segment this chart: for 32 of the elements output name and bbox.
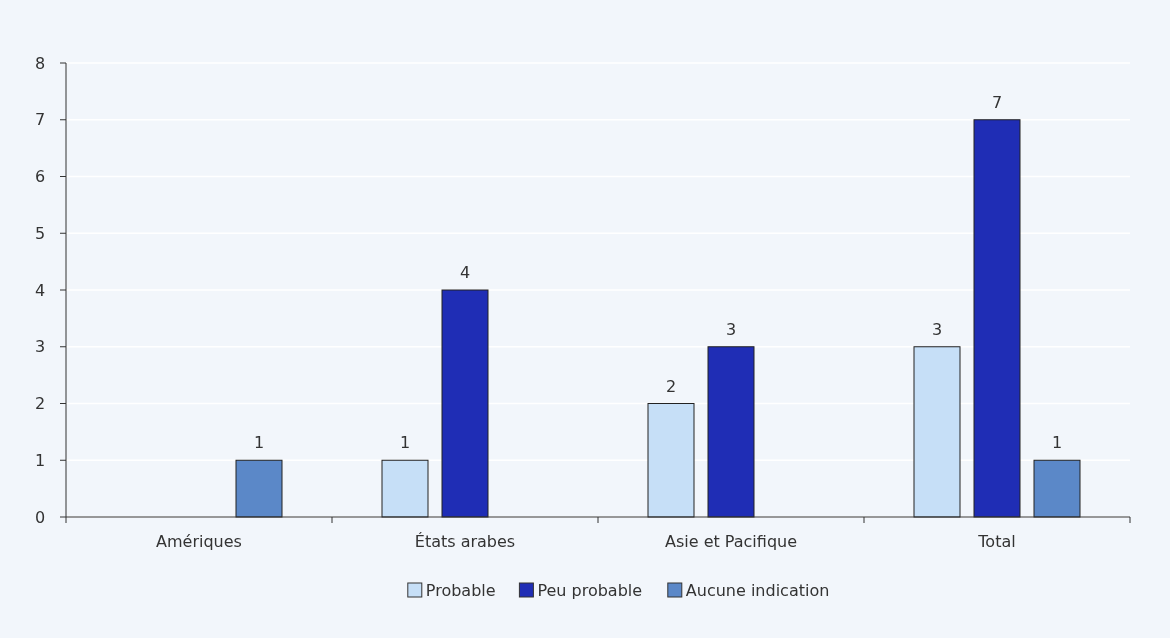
- x-tick-label: Total: [977, 532, 1016, 551]
- data-label: 2: [665, 376, 677, 396]
- y-tick-label: 3: [34, 337, 46, 357]
- y-tick-label: 4: [34, 280, 46, 300]
- legend-label: Aucune indication: [685, 580, 830, 600]
- y-tick-label: 5: [34, 223, 46, 243]
- bar: [647, 403, 695, 518]
- bar: [973, 119, 1021, 518]
- legend-label: Probable: [425, 580, 496, 600]
- y-tick-label: 0: [34, 507, 46, 527]
- legend-label: Peu probable: [537, 580, 643, 600]
- data-label: 3: [931, 319, 943, 339]
- data-label: 7: [991, 92, 1003, 112]
- data-label: 1: [253, 433, 265, 453]
- bar: [441, 289, 489, 518]
- data-label: 4: [459, 263, 471, 282]
- x-tick-label: États arabes: [414, 532, 516, 551]
- data-label: 3: [725, 319, 737, 339]
- x-tick-label: Asie et Pacifique: [664, 532, 798, 551]
- y-tick-label: 1: [34, 450, 46, 470]
- y-tick-label: 2: [34, 394, 46, 414]
- y-tick-label: 7: [34, 110, 46, 130]
- bar: [235, 459, 283, 518]
- y-tick-label: 6: [34, 167, 46, 187]
- data-label: 1: [1051, 433, 1063, 453]
- bar: [913, 346, 961, 518]
- data-label: 1: [399, 433, 411, 453]
- x-tick-label: Amériques: [156, 532, 242, 551]
- bar: [1033, 459, 1081, 518]
- bar: [707, 346, 755, 518]
- y-tick-label: 8: [34, 53, 46, 73]
- bar: [381, 459, 429, 518]
